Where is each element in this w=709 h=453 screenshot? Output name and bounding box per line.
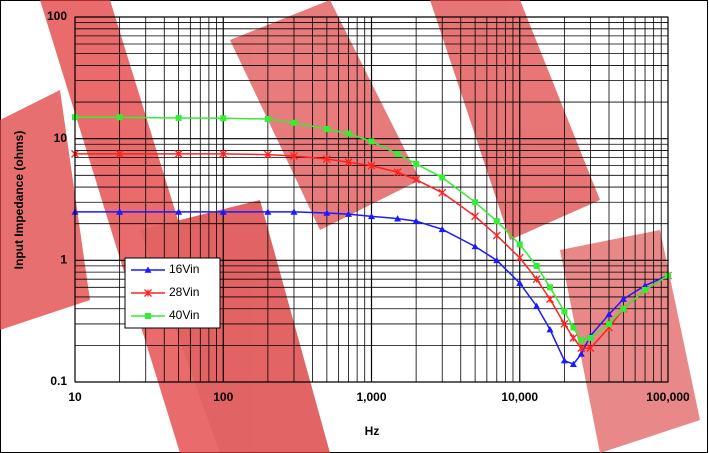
marker (115, 149, 124, 158)
marker (394, 150, 401, 157)
marker (323, 126, 330, 133)
marker (145, 313, 151, 319)
y-tick-label: 100 (47, 9, 67, 23)
marker (561, 308, 568, 315)
marker (578, 337, 585, 344)
x-axis-title: Hz (365, 424, 380, 438)
marker (175, 208, 183, 215)
marker (175, 114, 182, 121)
marker (605, 310, 613, 318)
marker (516, 279, 524, 286)
marker (472, 199, 479, 206)
marker (412, 175, 421, 184)
marker (368, 212, 375, 220)
marker (393, 168, 402, 177)
x-tick-label: 10 (68, 390, 82, 404)
marker (642, 287, 649, 294)
marker (586, 344, 595, 353)
marker (439, 174, 446, 181)
marker (264, 116, 271, 123)
marker (394, 215, 402, 222)
marker (219, 149, 228, 158)
marker (290, 208, 298, 215)
marker (577, 350, 585, 357)
marker (144, 289, 152, 297)
marker (219, 208, 227, 215)
marker (532, 275, 541, 284)
x-tick-label: 100 (213, 390, 233, 404)
marker (116, 114, 123, 121)
marker (345, 130, 352, 137)
marker (144, 266, 152, 273)
marker (641, 282, 649, 289)
marker (620, 305, 627, 312)
marker (570, 324, 577, 331)
marker (619, 295, 627, 302)
marker (322, 155, 331, 164)
marker (547, 284, 554, 291)
legend-label: 16Vin (169, 262, 199, 276)
marker (569, 334, 578, 342)
marker (492, 231, 501, 240)
plot-border (74, 16, 669, 383)
marker (546, 326, 554, 333)
marker (264, 208, 272, 215)
marker (413, 160, 420, 167)
marker (263, 150, 272, 159)
marker (533, 302, 541, 309)
y-tick-label: 1 (60, 253, 67, 267)
legend-label: 28Vin (169, 285, 199, 299)
marker (471, 212, 480, 221)
marker (587, 334, 594, 341)
marker (516, 241, 523, 248)
marker (560, 319, 569, 328)
marker (220, 115, 227, 122)
x-tick-label: 100,000 (646, 390, 690, 404)
marker (368, 138, 375, 145)
x-tick-label: 10,000 (501, 390, 538, 404)
marker (290, 152, 298, 160)
legend: 16Vin 28Vin 40Vin (124, 257, 221, 329)
marker (471, 242, 479, 250)
marker (367, 161, 376, 170)
marker (174, 149, 183, 158)
marker (569, 360, 577, 368)
marker (515, 253, 524, 262)
marker (345, 210, 353, 217)
marker (493, 218, 500, 225)
marker (493, 256, 501, 264)
marker (606, 320, 613, 327)
marker (546, 295, 554, 304)
marker (577, 344, 586, 353)
marker (290, 119, 297, 126)
marker (323, 209, 331, 216)
marker (412, 217, 420, 224)
y-tick-label: 10 (54, 131, 68, 145)
y-tick-label: 0.1 (50, 374, 67, 388)
marker (344, 158, 353, 167)
marker (438, 225, 446, 233)
y-axis-title: Input Impedance (ohms) (12, 131, 26, 270)
marker (438, 188, 447, 197)
marker (560, 357, 568, 364)
marker (533, 262, 540, 269)
legend-label: 40Vin (169, 308, 199, 322)
x-tick-label: 1,000 (356, 390, 386, 404)
marker (116, 208, 124, 215)
